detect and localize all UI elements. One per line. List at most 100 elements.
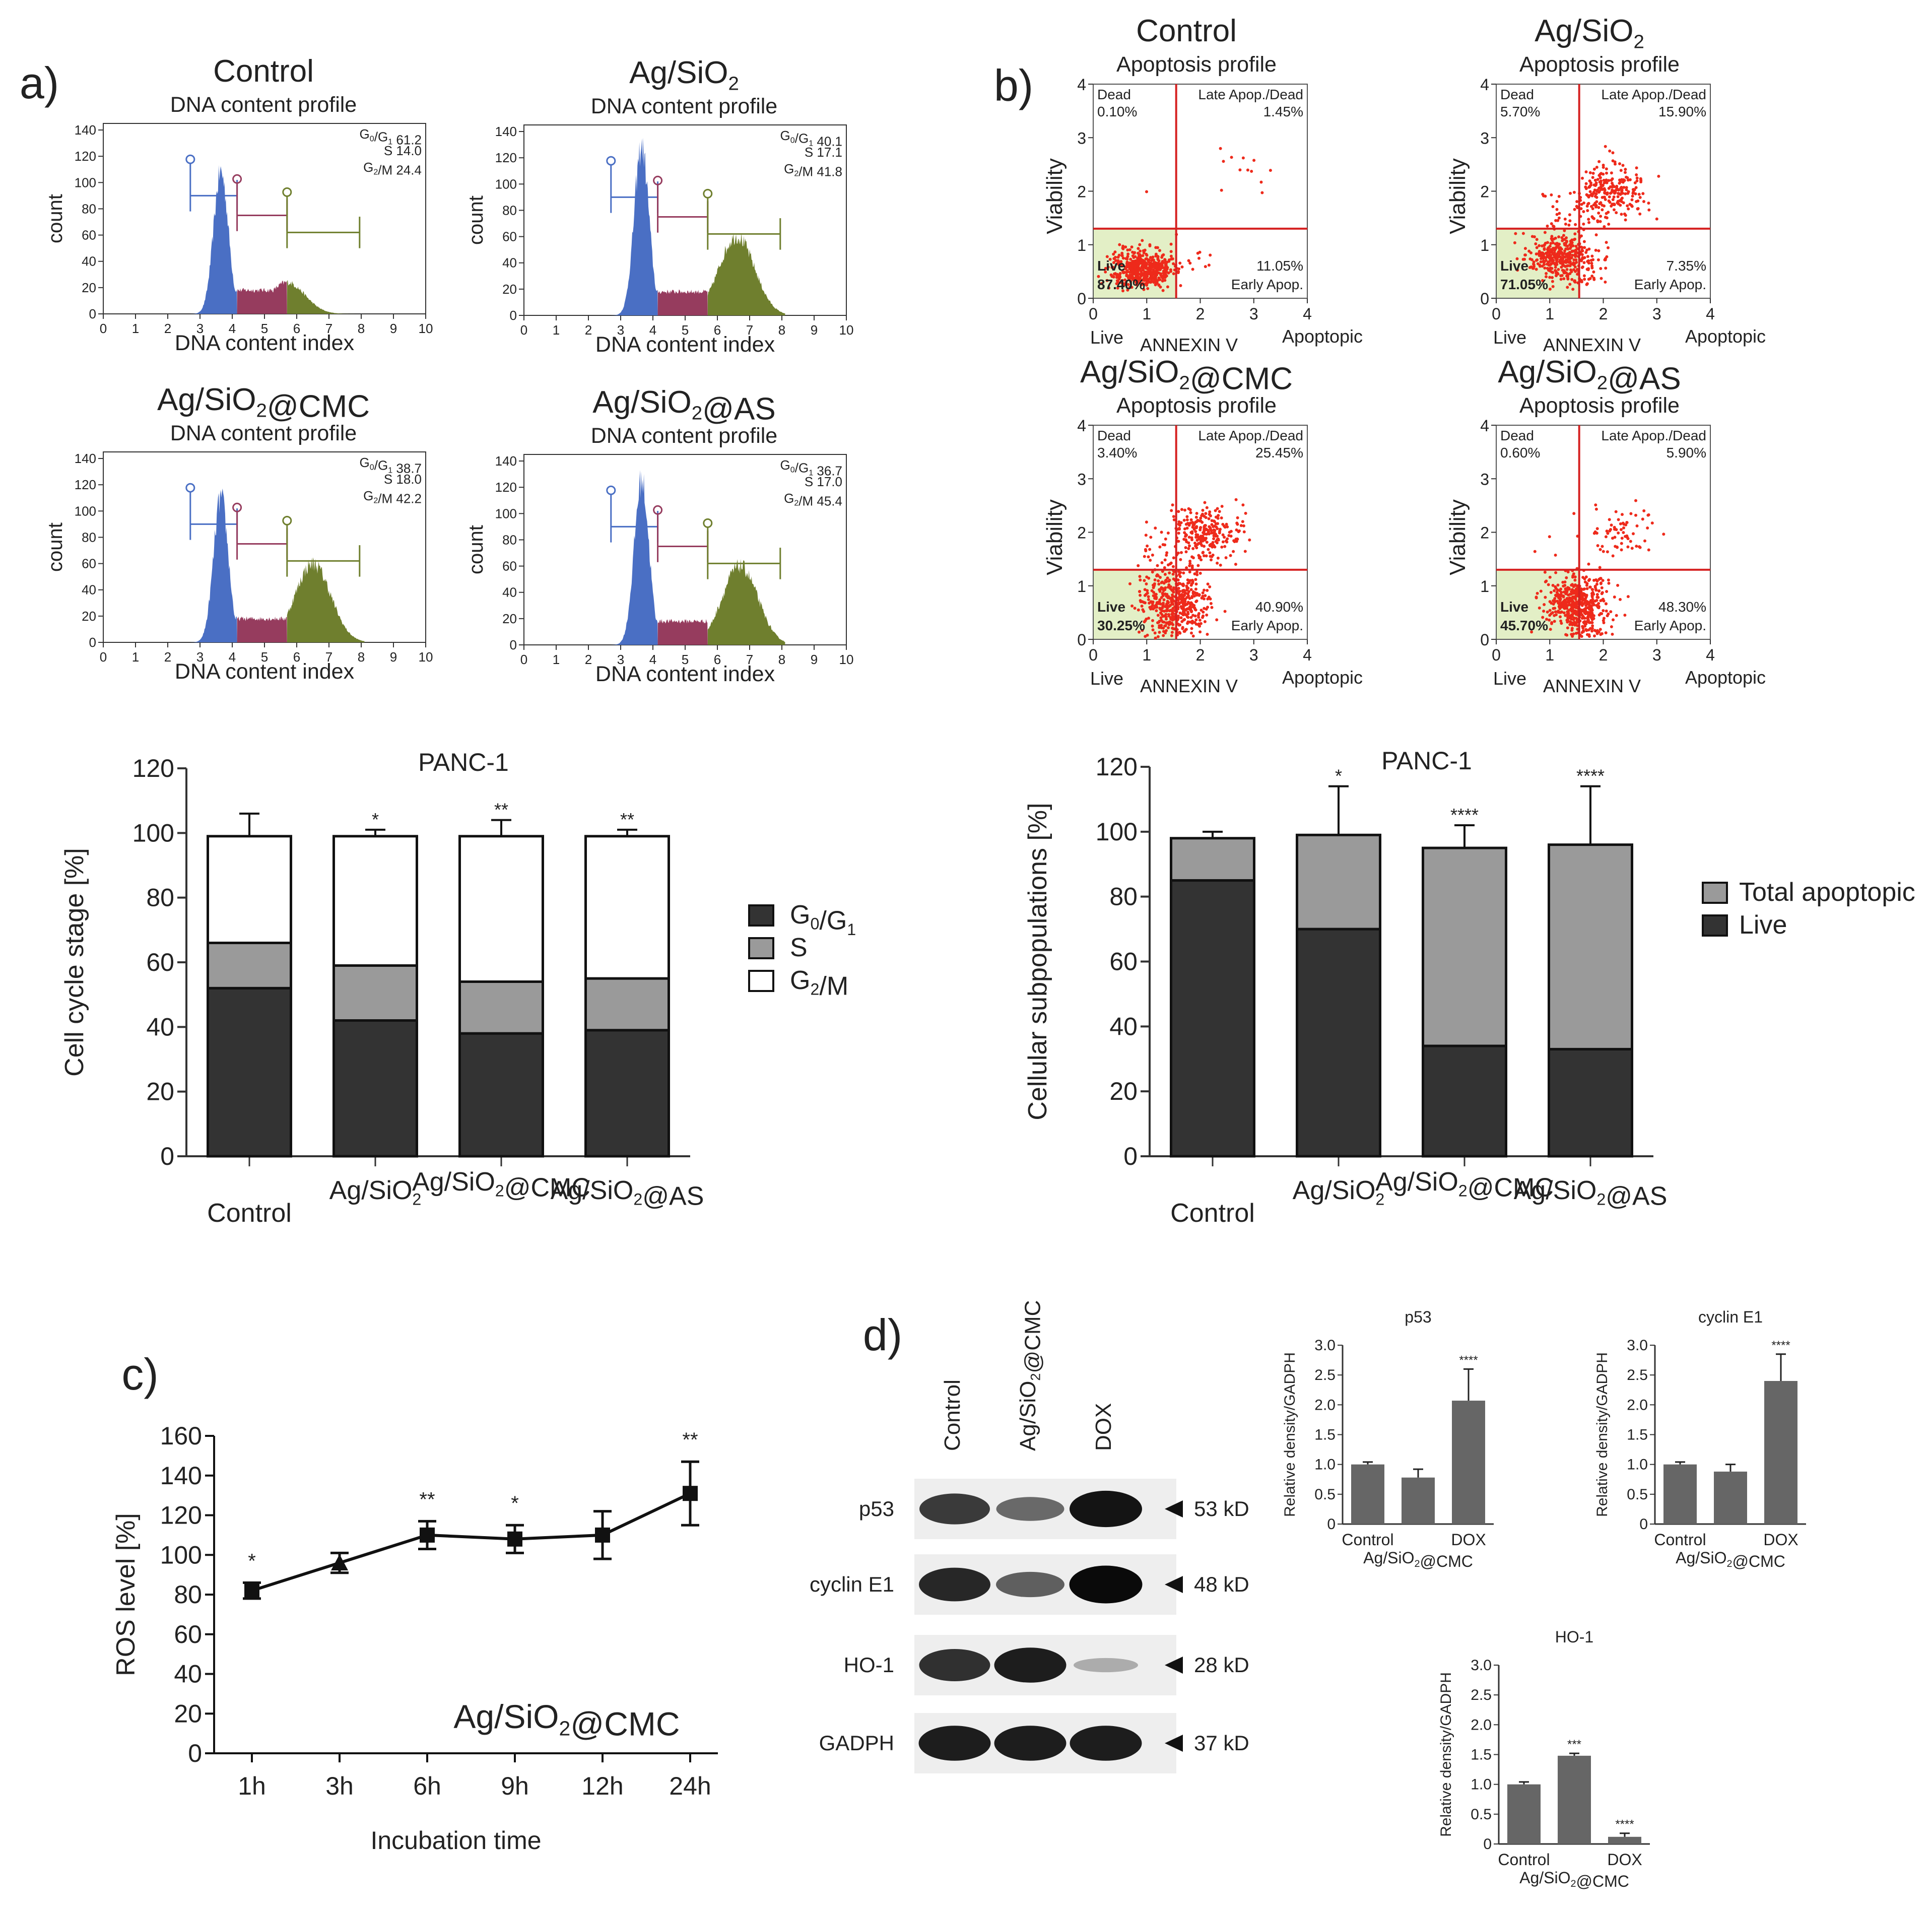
significance-mark: * (248, 1550, 256, 1572)
scatter-point (1600, 612, 1604, 615)
scatter-point (1140, 605, 1144, 608)
data-point-square (683, 1486, 698, 1501)
scatter-point (1605, 609, 1608, 613)
scatter-point (1161, 289, 1165, 292)
scatter-point (1206, 606, 1209, 609)
scatter-point (1582, 610, 1585, 613)
scatter-point (1584, 628, 1588, 631)
scatter-point (1594, 205, 1597, 209)
histogram-phase-fill (611, 470, 658, 645)
scatter-point (1132, 262, 1136, 266)
scatter-point (1208, 585, 1212, 588)
scatter-point (1116, 261, 1119, 265)
scatter-point (1137, 255, 1141, 258)
scatter-point (1124, 281, 1127, 285)
y-tick-label: 0 (1480, 631, 1489, 649)
scatter-point (1574, 595, 1577, 599)
scatter-point (1148, 277, 1151, 281)
scatter-point (1595, 195, 1598, 199)
bar-category-label: Ag/SiO2@CMC (412, 1167, 590, 1202)
blot-band (1074, 1658, 1138, 1673)
bar-segment-s (584, 977, 670, 1032)
scatter-point (1587, 221, 1591, 224)
scatter-point (1194, 618, 1198, 622)
scatter-point (1589, 614, 1593, 617)
scatter-point (1596, 220, 1600, 224)
scatter-point (1155, 281, 1158, 284)
scatter-point (1145, 253, 1149, 257)
x-tick-label: 5 (682, 322, 689, 338)
ros-series-line (251, 1492, 691, 1592)
bar-category-label: Control (207, 1199, 292, 1228)
scatter-point (1575, 619, 1579, 622)
scatter-point (1159, 616, 1163, 620)
scatter-point (1142, 269, 1145, 272)
scatter-point (1158, 626, 1161, 629)
scatter-point (1592, 278, 1596, 281)
gate-marker (703, 188, 713, 199)
scatter-point (1595, 200, 1598, 204)
data-point-square (420, 1527, 435, 1543)
x-tick-label: 0 (100, 321, 107, 336)
histogram-phase-fill (287, 557, 365, 642)
scatter-point (1595, 596, 1599, 599)
scatter-point (1125, 266, 1128, 269)
scatter-point (1259, 180, 1263, 184)
scatter-point (1179, 558, 1182, 561)
scatter-point (1234, 563, 1237, 566)
scatter-point (1215, 525, 1218, 529)
scatter-point (1580, 234, 1583, 238)
scatter-point (1126, 248, 1129, 252)
legend-swatch (748, 937, 774, 959)
scatter-point (1115, 282, 1118, 285)
scatter-point (1583, 624, 1587, 628)
scatter-point (1236, 522, 1239, 526)
scatter-point (1151, 258, 1154, 261)
scatter-point (1595, 593, 1599, 596)
scatter-point (1589, 599, 1592, 603)
scatter-point (1205, 533, 1209, 536)
scatter-point (1145, 281, 1149, 284)
scatter-point (1584, 610, 1588, 613)
scatter-point (1616, 201, 1619, 205)
scatter-point (1536, 262, 1540, 266)
scatter-point (1110, 266, 1114, 269)
scatter-point (1163, 258, 1167, 261)
scatter-point (1199, 535, 1203, 538)
scatter-point (1581, 249, 1584, 252)
scatter-point (1203, 554, 1206, 558)
scatter-point (1572, 238, 1576, 241)
histogram-frame (103, 123, 426, 314)
scatter-point (1587, 259, 1590, 262)
scatter-point (1220, 505, 1224, 508)
scatter-point (1118, 274, 1121, 277)
ros-x-tick-label: 3h (325, 1772, 354, 1800)
scatter-point (1536, 591, 1539, 595)
blot-column-label: Control (940, 1379, 965, 1451)
scatter-point (1615, 184, 1619, 188)
scatter-point (1107, 286, 1111, 290)
scatter-title: Control (1136, 14, 1237, 48)
scatter-point (1570, 613, 1573, 617)
scatter-point (1554, 266, 1557, 269)
scatter-point (1198, 571, 1202, 575)
scatter-point (1170, 631, 1174, 634)
scatter-point (1142, 610, 1146, 613)
scatter-point (1209, 602, 1213, 605)
scatter-point (1143, 276, 1146, 279)
y-tick-label: 2 (1480, 524, 1489, 542)
scatter-point (1523, 253, 1527, 257)
scatter-point (1604, 198, 1607, 201)
scatter-point (1599, 179, 1603, 183)
quadrant-late-label: Late Apop./Dead (1198, 428, 1303, 443)
scatter-point (1535, 268, 1538, 271)
scatter-point (1130, 604, 1134, 608)
scatter-point (1541, 244, 1544, 248)
scatter-point (1548, 260, 1551, 263)
scatter-point (1185, 566, 1188, 569)
scatter-point (1558, 212, 1561, 215)
scatter-point (1195, 546, 1198, 550)
scatter-point (1169, 242, 1173, 246)
scatter-point (1567, 610, 1570, 613)
scatter-point (1194, 608, 1197, 612)
